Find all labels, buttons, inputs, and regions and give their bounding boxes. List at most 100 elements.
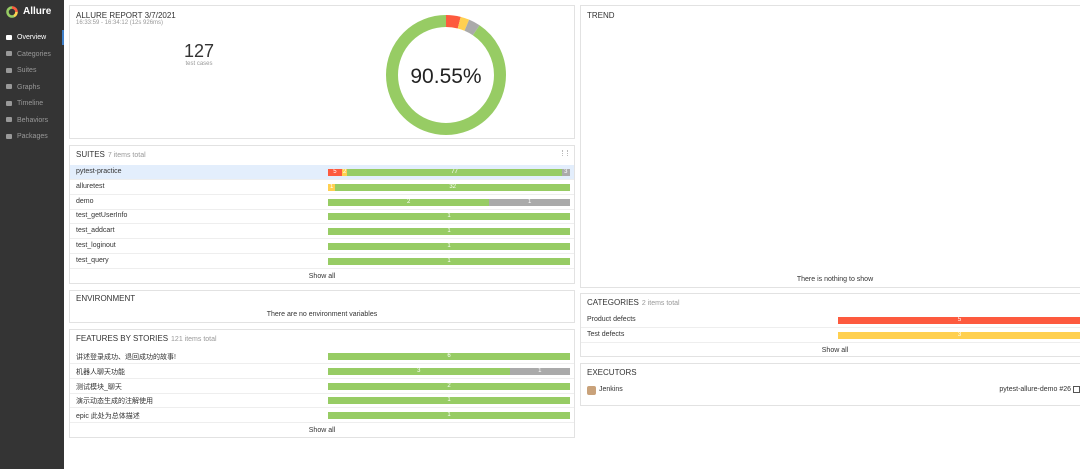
table-row[interactable]: test_getUserInfo 1 (70, 209, 574, 225)
items-total: 7 items total (107, 152, 146, 159)
status-segment: 2 (341, 169, 348, 176)
table-row[interactable]: 机器人聊天功能 3 1 (70, 364, 574, 379)
table-row[interactable]: 测试模块_聊天 2 (70, 379, 574, 394)
items-total: 121 items total (171, 336, 217, 343)
menu-icon (6, 51, 12, 57)
logo (6, 6, 18, 18)
table-row[interactable]: Test defects 3 (581, 328, 1080, 343)
test-count: 127 (183, 41, 215, 61)
row-name: test_addcart (76, 227, 115, 235)
status-segment: 3 (838, 331, 1080, 339)
table-row[interactable]: test_addcart 1 (70, 224, 574, 240)
row-name: 机器人聊天功能 (76, 368, 125, 376)
drag-handle (562, 150, 568, 156)
status-segment: 1 (489, 198, 570, 206)
status-segment: 1 (328, 257, 570, 265)
menu-label: Timeline (17, 100, 44, 107)
external-link-icon (1073, 386, 1080, 393)
sidebar: Allure Overview Categories Suites Graphs Tim… (0, 0, 64, 469)
status-segment: 2 (328, 382, 570, 390)
show-all[interactable]: Show all (308, 272, 336, 280)
title-text: CATEGORIES (587, 298, 639, 307)
status-segment: 3 (561, 169, 570, 176)
status-segment: 6 (328, 353, 570, 360)
title-text: FEATURES BY STORIES (76, 334, 169, 343)
table-row[interactable]: pytest-practice 5 2 77 3 (70, 165, 574, 180)
active-indicator (62, 30, 64, 45)
menu-item[interactable]: Suites (6, 67, 36, 74)
table-row[interactable]: demo 2 1 (70, 195, 574, 210)
menu-item[interactable]: Packages (6, 133, 48, 140)
panel-title: ENVIRONMENT (76, 294, 135, 303)
menu-icon (6, 84, 12, 90)
table-row[interactable]: 演示动态生成的注解使用 1 (70, 393, 574, 409)
menu-icon (6, 67, 12, 73)
menu-item[interactable]: Categories (6, 51, 51, 58)
table-row[interactable]: test_query 1 (70, 254, 574, 269)
menu-item[interactable]: Graphs (6, 84, 40, 91)
title-text: SUITES (76, 150, 105, 159)
panel-title: CATEGORIES 2 items total (587, 298, 680, 307)
test-count-label: test cases (185, 61, 213, 67)
status-segment: 3 (328, 367, 510, 375)
menu-label: Behaviors (17, 116, 49, 124)
panel-title: EXECUTORS (587, 368, 637, 377)
row-name: test_loginout (76, 242, 116, 249)
menu-label: Overview (17, 34, 47, 41)
menu-item[interactable]: Timeline (6, 100, 43, 107)
row-name: test_getUserInfo (76, 212, 128, 220)
menu-icon (6, 100, 12, 106)
status-segment: 1 (509, 367, 570, 375)
status-segment: 1 (328, 228, 570, 236)
executor-build[interactable]: pytest-allure-demo #26 (999, 386, 1071, 393)
panel-title: SUITES 7 items total (76, 150, 146, 159)
table-row[interactable]: test_loginout 1 (70, 239, 574, 254)
executors-panel: EXECUTORS Jenkins pytest-allure-demo #26 (580, 363, 1080, 406)
title-text: TREND (587, 11, 615, 20)
summary-panel: ALLURE REPORT 3/7/2021 16:33:59 - 16:34:1… (69, 5, 575, 139)
row-name: test_query (76, 256, 109, 264)
row-name: Product defects (587, 316, 636, 323)
menu-item[interactable]: Overview (6, 34, 46, 41)
items-total: 2 items total (641, 300, 680, 307)
donut-segment (386, 15, 506, 135)
row-name: 测试模块_聊天 (76, 383, 122, 391)
executor-name: Jenkins (599, 386, 623, 393)
executor-icon (587, 386, 596, 395)
table-row[interactable]: 讲述登录成功、退回成功的故事! 6 (70, 349, 574, 364)
pass-percent: 90.55% (410, 65, 481, 88)
table-row[interactable]: alluretest 1 32 (70, 180, 574, 195)
show-all[interactable]: Show all (308, 427, 336, 434)
status-segment: 32 (335, 183, 570, 191)
environment-panel: ENVIRONMENT There are no environment vari… (69, 290, 575, 323)
table-row[interactable]: epic 此处为总体描述 1 (70, 408, 574, 424)
row-name: 演示动态生成的注解使用 (76, 398, 153, 406)
status-segment: 5 (838, 317, 1080, 324)
features-panel: FEATURES BY STORIES 121 items total 讲述登录成功… (69, 329, 575, 438)
donut-chart: 90.55% (386, 15, 506, 135)
panel-title: FEATURES BY STORIES 121 items total (76, 334, 217, 343)
menu-label: Packages (17, 133, 48, 140)
menu-icon (6, 133, 12, 139)
row-name: epic 此处为总体描述 (76, 413, 140, 421)
trend-panel: TREND There is nothing to show (580, 5, 1080, 288)
menu-label: Graphs (17, 83, 40, 91)
suites-panel: SUITES 7 items total pytest-practice 5 2 77 3 a… (69, 145, 575, 284)
menu-icon (6, 34, 12, 40)
menu-label: Categories (17, 50, 51, 58)
row-name: 讲述登录成功、退回成功的故事! (76, 354, 176, 361)
row-name: Test defects (587, 330, 625, 338)
status-segment: 1 (328, 183, 336, 191)
panel-title: TREND (587, 11, 615, 20)
report-time: 16:33:59 - 16:34:12 (12s 926ms) (76, 20, 164, 26)
empty-message: There is nothing to show (796, 276, 874, 283)
status-segment: 2 (328, 198, 490, 206)
categories-panel: CATEGORIES 2 items total Product defects 5 T… (580, 293, 1080, 357)
show-all[interactable]: Show all (821, 346, 849, 354)
table-row[interactable]: Product defects 5 (581, 313, 1080, 328)
menu-item[interactable]: Behaviors (6, 117, 48, 124)
menu-icon (6, 117, 12, 123)
title-text: EXECUTORS (587, 368, 637, 377)
menu-label: Suites (17, 67, 37, 74)
